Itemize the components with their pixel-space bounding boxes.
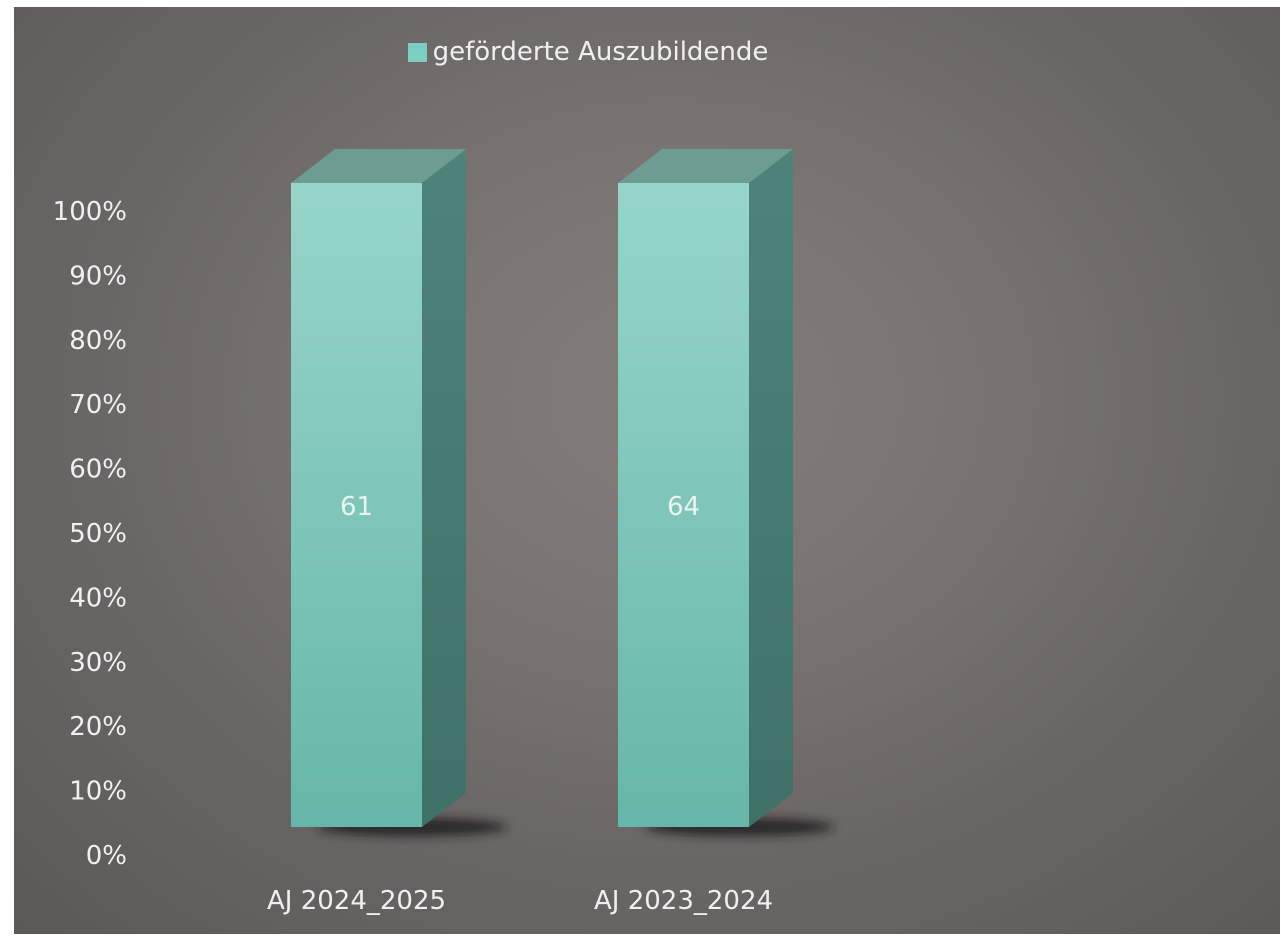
data-label: 64	[667, 492, 700, 522]
y-tick-label: 80%	[69, 326, 127, 356]
bar-top	[291, 149, 466, 183]
chart-plot: 0% 10% 20% 30% 40% 50% 60% 70% 80% 90% 100% AJ 202…	[53, 149, 834, 916]
bar-side	[422, 149, 466, 827]
y-tick-label: 0%	[86, 841, 127, 871]
bar-front	[291, 183, 422, 827]
bar-series: 61 64	[291, 149, 834, 836]
bar-top	[618, 149, 793, 183]
legend: geförderte Auszubildende	[14, 35, 1280, 69]
y-tick-label: 40%	[69, 583, 127, 613]
bar-front	[618, 183, 749, 827]
y-tick-label: 60%	[69, 455, 127, 485]
bar: 64	[618, 149, 834, 836]
y-tick-label: 90%	[69, 261, 127, 291]
legend-label: geförderte Auszubildende	[432, 37, 769, 67]
data-label: 61	[340, 492, 373, 522]
bar: 61	[291, 149, 507, 836]
y-tick-label: 30%	[69, 648, 127, 678]
y-tick-label: 100%	[53, 197, 127, 227]
y-tick-label: 70%	[69, 390, 127, 420]
x-tick-label: AJ 2023_2024	[594, 886, 773, 916]
y-tick-label: 50%	[69, 519, 127, 549]
legend-swatch	[407, 42, 427, 62]
bar-side	[749, 149, 793, 827]
x-axis: AJ 2024_2025 AJ 2023_2024	[267, 886, 773, 916]
x-tick-label: AJ 2024_2025	[267, 886, 446, 916]
y-axis: 0% 10% 20% 30% 40% 50% 60% 70% 80% 90% 100%	[53, 197, 127, 871]
y-tick-label: 10%	[69, 777, 127, 807]
chart-area: geförderte Auszubildende 0% 10% 20% 30% 40% 5…	[14, 7, 1280, 934]
y-tick-label: 20%	[69, 712, 127, 742]
